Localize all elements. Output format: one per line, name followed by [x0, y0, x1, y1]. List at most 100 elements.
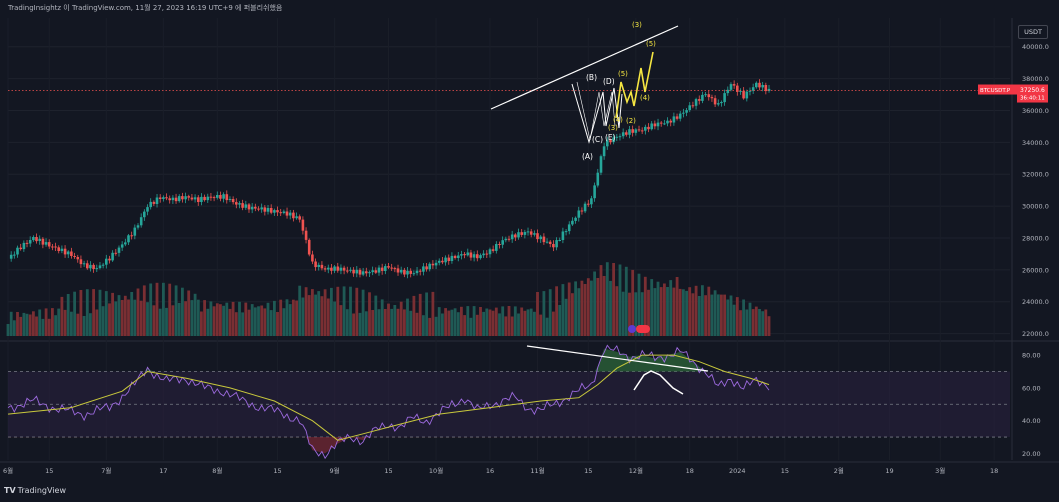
- candle-body[interactable]: [663, 123, 666, 125]
- candle-body[interactable]: [453, 255, 457, 258]
- candle-body[interactable]: [628, 129, 631, 135]
- candle-body[interactable]: [301, 219, 305, 231]
- candle-body[interactable]: [590, 198, 593, 205]
- candle-body[interactable]: [507, 238, 511, 240]
- candle-body[interactable]: [206, 196, 210, 201]
- candle-body[interactable]: [339, 267, 343, 271]
- candle-body[interactable]: [101, 264, 105, 266]
- candle-body[interactable]: [361, 271, 365, 275]
- candle-body[interactable]: [393, 268, 397, 270]
- candle-body[interactable]: [751, 87, 755, 91]
- candle-body[interactable]: [200, 196, 203, 202]
- candle-body[interactable]: [187, 196, 190, 198]
- candle-body[interactable]: [387, 266, 390, 268]
- candle-body[interactable]: [146, 207, 149, 212]
- candle-body[interactable]: [748, 90, 752, 92]
- candle-body[interactable]: [577, 210, 581, 218]
- candle-body[interactable]: [111, 252, 114, 261]
- candle-body[interactable]: [675, 116, 679, 119]
- candle-body[interactable]: [295, 216, 298, 219]
- candle-body[interactable]: [162, 197, 165, 199]
- candle-body[interactable]: [612, 137, 615, 143]
- candle-body[interactable]: [723, 93, 726, 103]
- candle-body[interactable]: [574, 217, 577, 221]
- candle-body[interactable]: [615, 136, 619, 138]
- time-axis[interactable]: 6월 15 7월 17 8월 15 9월 15 10월 16 11월 15 12월 18 2024 15 2월 1…: [0, 461, 1059, 475]
- candle-body[interactable]: [13, 254, 16, 256]
- candle-body[interactable]: [422, 266, 425, 272]
- candle-body[interactable]: [437, 260, 441, 263]
- white-wave-inner[interactable]: [576, 81, 616, 141]
- candle-body[interactable]: [374, 270, 378, 273]
- candle-body[interactable]: [254, 206, 257, 209]
- candle-body[interactable]: [241, 203, 244, 208]
- candle-body[interactable]: [606, 140, 609, 147]
- candle-body[interactable]: [89, 264, 92, 269]
- candle-body[interactable]: [190, 197, 194, 200]
- candle-body[interactable]: [755, 82, 758, 88]
- candle-body[interactable]: [488, 249, 492, 255]
- candle-body[interactable]: [599, 156, 603, 173]
- candle-body[interactable]: [672, 116, 676, 123]
- candle-body[interactable]: [510, 234, 514, 240]
- candle-body[interactable]: [548, 241, 552, 244]
- candle-body[interactable]: [444, 257, 447, 263]
- candle-body[interactable]: [666, 120, 669, 124]
- candle-body[interactable]: [244, 204, 248, 208]
- candle-body[interactable]: [631, 129, 634, 133]
- candle-body[interactable]: [133, 227, 137, 236]
- candle-body[interactable]: [193, 197, 197, 200]
- candle-body[interactable]: [105, 258, 108, 265]
- candle-body[interactable]: [396, 268, 400, 273]
- candle-body[interactable]: [501, 240, 504, 245]
- rsi-ma-line[interactable]: [7, 354, 770, 441]
- candle-body[interactable]: [533, 233, 536, 235]
- candle-body[interactable]: [149, 201, 152, 208]
- candle-body[interactable]: [19, 247, 22, 250]
- candle-body[interactable]: [460, 254, 463, 256]
- candle-body[interactable]: [625, 132, 628, 135]
- candle-body[interactable]: [282, 211, 286, 214]
- white-wave-triangle[interactable]: [571, 83, 623, 144]
- candle-body[interactable]: [247, 204, 251, 210]
- candle-body[interactable]: [678, 113, 682, 119]
- candle-body[interactable]: [476, 254, 479, 259]
- candle-body[interactable]: [139, 217, 143, 226]
- candle-body[interactable]: [304, 230, 308, 240]
- candle-body[interactable]: [472, 254, 476, 258]
- candle-body[interactable]: [555, 240, 558, 248]
- candle-body[interactable]: [41, 238, 45, 245]
- candle-body[interactable]: [567, 224, 571, 232]
- candle-body[interactable]: [86, 263, 89, 269]
- candle-body[interactable]: [761, 85, 764, 88]
- candle-body[interactable]: [380, 267, 384, 271]
- candle-body[interactable]: [659, 122, 663, 124]
- candle-body[interactable]: [73, 256, 76, 257]
- candle-body[interactable]: [79, 259, 83, 265]
- candle-body[interactable]: [32, 237, 35, 241]
- candle-body[interactable]: [688, 105, 691, 111]
- candle-body[interactable]: [168, 198, 171, 201]
- candle-body[interactable]: [222, 194, 225, 199]
- candle-body[interactable]: [384, 266, 387, 271]
- candle-body[interactable]: [314, 261, 317, 268]
- candle-body[interactable]: [539, 236, 542, 240]
- candle-body[interactable]: [415, 270, 419, 274]
- candle-body[interactable]: [76, 257, 80, 260]
- candle-body[interactable]: [656, 122, 660, 127]
- candles[interactable]: [8, 79, 1010, 279]
- candle-body[interactable]: [418, 270, 422, 272]
- candle-body[interactable]: [482, 253, 485, 256]
- candle-body[interactable]: [184, 196, 187, 200]
- event-marker-badge[interactable]: [636, 325, 650, 333]
- candle-body[interactable]: [390, 267, 393, 269]
- candle-body[interactable]: [463, 254, 466, 256]
- candle-body[interactable]: [691, 105, 695, 107]
- candle-body[interactable]: [177, 196, 181, 202]
- candle-body[interactable]: [647, 126, 650, 130]
- candle-body[interactable]: [257, 208, 260, 210]
- candle-body[interactable]: [637, 129, 641, 131]
- candle-body[interactable]: [263, 207, 267, 212]
- candle-body[interactable]: [95, 268, 99, 270]
